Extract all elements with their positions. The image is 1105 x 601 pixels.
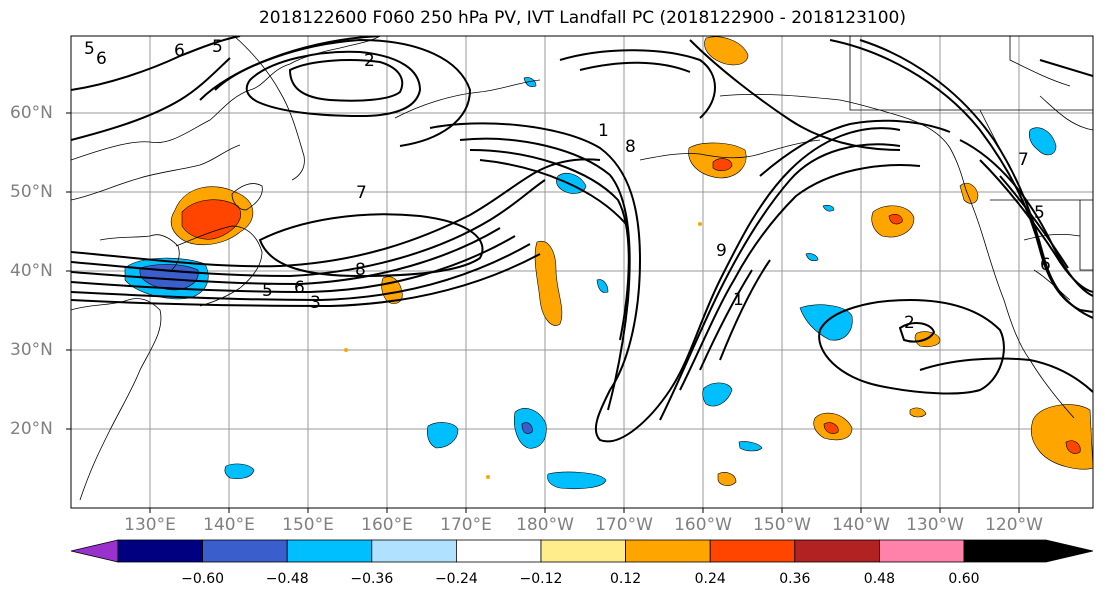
longitude-label: 140°W [832,515,890,535]
contour-label: 2 [364,51,375,71]
contour-label: 3 [310,293,321,313]
map-border [70,35,1094,509]
colorbar-max-extension [963,539,1094,563]
latitude-label: 50°N [10,182,53,202]
contour-label: 6 [294,278,305,298]
axis-ticks [66,112,1020,513]
longitude-label: 170°W [595,515,653,535]
longitude-label: 160°W [674,515,732,535]
latitude-label: 40°N [10,261,53,281]
longitude-label: 180°W [516,515,574,535]
colorbar-tick-label: −0.48 [265,571,309,587]
colorbar-cell [625,539,711,563]
colorbar-cell [879,539,965,563]
contour-label: 5 [212,37,223,57]
colorbar-cell [540,539,626,563]
contour-label: 7 [356,183,367,203]
longitude-label: 130°W [906,515,964,535]
longitude-label: 140°E [203,515,255,535]
colorbar-tick-label: 0.48 [863,571,895,587]
contour-label: 5 [1034,203,1045,223]
colorbar-cell [202,539,288,563]
coastlines [71,36,1093,501]
contour-label: 2 [904,313,915,333]
longitude-label: 150°W [753,515,811,535]
contour-label: 8 [625,137,636,157]
contour-label: 6 [1040,255,1051,275]
colorbar-cell [455,539,542,563]
longitude-label: 170°E [440,515,492,535]
contour-label: 7 [1018,150,1029,170]
contour-label-group: 5 6 6 5 2 7 8 5 6 3 1 8 9 1 7 5 6 2 [84,37,1051,333]
colorbar-cell [371,539,457,563]
latitude-label: 20°N [10,419,53,439]
colorbar-tick-label: −0.12 [519,571,563,587]
longitude-label: 130°E [124,515,176,535]
colorbar-min-extension [70,539,119,563]
colorbar-tick-label: 0.36 [779,571,811,587]
contour-label: 8 [355,260,366,280]
contour-label: 6 [174,41,185,61]
colorbar-cell [794,539,880,563]
contour-label: 9 [716,241,727,261]
longitude-label: 160°E [361,515,413,535]
contour-label: 5 [84,39,95,59]
colorbar-tick-label: −0.24 [434,571,478,587]
contour-label: 5 [262,281,273,301]
figure-title: 2018122600 F060 250 hPa PV, IVT Landfall… [258,8,906,28]
colorbar-tick-label: 0.60 [948,571,980,587]
latitude-label: 60°N [10,103,53,123]
latitude-label: 30°N [10,340,53,360]
contour-label: 6 [96,49,107,69]
longitude-label: 120°W [985,515,1043,535]
colorbar-cell [709,539,796,563]
colorbar-tick-label: −0.60 [181,571,225,587]
contour-label: 1 [733,290,744,310]
colorbar-cell [286,539,373,563]
colorbar-tick-label: −0.36 [350,571,394,587]
colorbar-tick-label: 0.12 [610,571,642,587]
longitude-label: 150°E [282,515,334,535]
colorbar-cell [117,539,203,563]
colorbar [70,539,1094,563]
colorbar-tick-label: 0.24 [694,571,726,587]
pv-contours [71,36,1093,443]
contour-label: 1 [598,121,609,141]
